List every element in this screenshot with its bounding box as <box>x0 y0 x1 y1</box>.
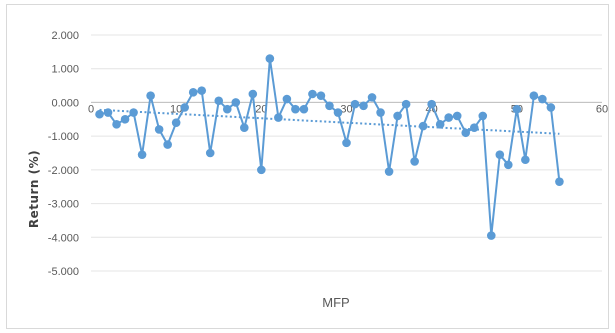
data-point <box>546 103 556 112</box>
data-point <box>401 99 411 109</box>
gridlines <box>91 34 602 272</box>
data-point <box>452 111 462 121</box>
data-point <box>163 140 172 149</box>
data-point <box>197 86 207 95</box>
data-point <box>444 113 454 122</box>
data-point <box>291 104 300 114</box>
data-point <box>146 91 155 100</box>
y-tick-label: -1.000 <box>48 131 79 143</box>
data-point <box>231 98 241 107</box>
data-point <box>112 120 121 129</box>
data-point <box>486 231 496 240</box>
data-point <box>154 125 164 134</box>
data-point <box>257 165 266 175</box>
data-point <box>103 108 113 117</box>
y-tick-label: 1.000 <box>51 64 79 76</box>
x-axis-title: MFP <box>322 295 349 310</box>
data-point <box>521 155 530 165</box>
y-tick-label: -5.000 <box>48 266 79 278</box>
y-tick-label: 0.000 <box>51 97 79 109</box>
data-point <box>435 120 445 129</box>
y-tick-label: 2.000 <box>51 30 79 42</box>
data-point <box>333 108 343 117</box>
data-point <box>316 91 326 100</box>
data-point <box>427 99 436 109</box>
data-point <box>555 177 564 186</box>
x-tick-label: 10 <box>170 103 182 115</box>
data-point <box>461 128 471 138</box>
y-tick-label: -2.000 <box>48 165 79 177</box>
data-point <box>512 104 522 114</box>
data-point <box>265 54 275 63</box>
data-point <box>171 118 181 127</box>
data-point <box>274 113 283 122</box>
data-point <box>393 111 402 121</box>
y-tick-label: -3.000 <box>48 199 79 211</box>
x-tick-label: 0 <box>88 103 94 115</box>
data-point <box>367 93 377 102</box>
y-tick-labels: 2.000 1.000 0.000 -1.000 -2.000 -3.000 -4.000 -… <box>48 30 79 278</box>
data-point <box>299 104 309 114</box>
data-point <box>240 123 249 133</box>
data-point <box>308 89 317 99</box>
data-point <box>469 123 479 133</box>
data-point <box>205 148 215 158</box>
data-point <box>188 88 198 97</box>
data-point <box>214 96 224 106</box>
data-point <box>478 111 488 121</box>
data-point <box>180 103 189 112</box>
data-point <box>504 160 513 170</box>
x-tick-label: 30 <box>340 103 352 115</box>
data-point <box>495 150 505 159</box>
series-group <box>95 54 564 240</box>
y-tick-label: -4.000 <box>48 232 79 244</box>
data-point <box>95 109 104 119</box>
data-point <box>137 150 147 159</box>
x-tick-label: 20 <box>255 103 267 115</box>
x-tick-label: 60 <box>596 103 608 115</box>
data-point <box>350 99 360 109</box>
data-point <box>538 94 547 104</box>
data-point <box>529 91 539 100</box>
data-point <box>325 101 334 111</box>
data-point <box>376 108 385 117</box>
x-tick-labels: 0102030405060 <box>88 103 608 115</box>
data-point <box>410 157 419 166</box>
data-point <box>222 104 232 114</box>
y-axis-title: Return (%) <box>27 150 41 228</box>
data-point <box>120 114 130 124</box>
trendline <box>99 108 560 135</box>
data-point <box>384 167 394 176</box>
data-point <box>282 94 292 104</box>
data-point <box>418 121 428 131</box>
data-point <box>342 138 351 148</box>
data-point <box>129 108 138 117</box>
data-point <box>359 101 368 111</box>
trendline-group <box>99 108 560 135</box>
data-point <box>248 89 258 99</box>
